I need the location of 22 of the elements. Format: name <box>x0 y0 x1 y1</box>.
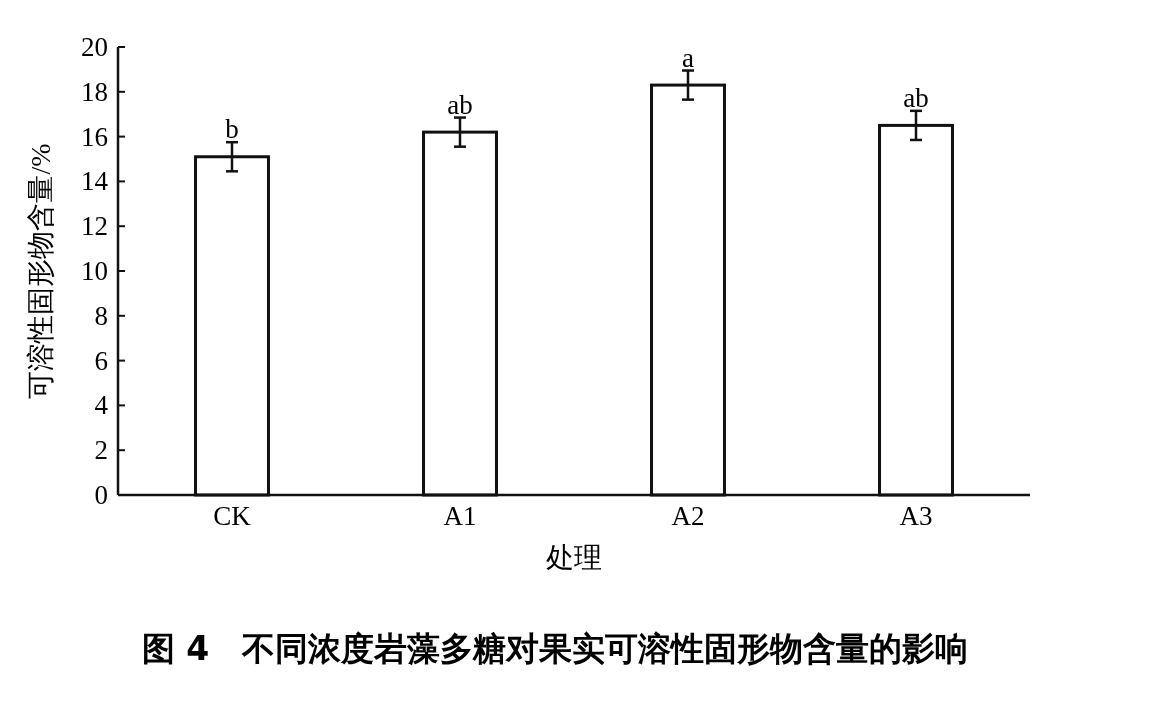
y-tick-label: 18 <box>81 76 108 107</box>
y-tick-label: 6 <box>94 345 108 376</box>
y-tick-label: 14 <box>81 166 109 197</box>
y-tick-label: 20 <box>81 32 108 62</box>
x-axis-title: 处理 <box>546 542 602 573</box>
annotation: ab <box>903 82 929 113</box>
y-tick-label: 12 <box>81 211 108 242</box>
y-tick-label: 4 <box>94 390 109 421</box>
y-axis-title: 可溶性固形物含量/% <box>25 143 56 399</box>
annotation: b <box>225 114 239 145</box>
text: 图 4 不同浓度岩藻多糖对果实可溶性固形物含量的影响 <box>141 629 969 668</box>
x-tick-label: A2 <box>671 501 705 531</box>
x-tick-label: A3 <box>899 501 933 531</box>
y-tick-label: 10 <box>81 256 108 286</box>
y-tick-label: 16 <box>81 121 108 152</box>
y-tick-label: 8 <box>94 300 108 331</box>
y-tick-label: 0 <box>94 480 108 510</box>
annotation: a <box>682 42 695 73</box>
x-tick-label: A1 <box>443 501 477 531</box>
annotation: ab <box>447 89 473 120</box>
y-tick-label: 2 <box>94 435 108 466</box>
x-tick-label: CK <box>213 501 252 531</box>
